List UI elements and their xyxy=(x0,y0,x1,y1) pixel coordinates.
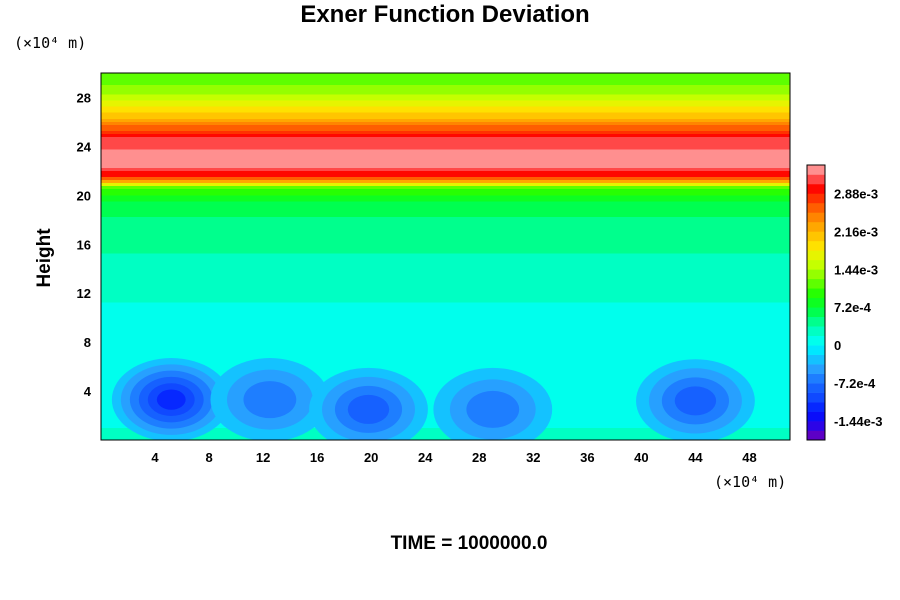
y-tick-label: 24 xyxy=(77,139,92,154)
x-tick-label: 36 xyxy=(580,450,594,465)
y-tick-label: 12 xyxy=(77,286,91,301)
colorbar-labels: 2.88e-3 2.16e-3 1.44e-3 7.2e-4 0 -7.2e-4 -1.44… xyxy=(834,186,882,429)
colorbar-segment xyxy=(807,373,825,384)
y-axis-label: Height xyxy=(34,228,55,288)
colorbar-segment xyxy=(807,402,825,412)
x-tick-label: 20 xyxy=(364,450,378,465)
colorbar-segment xyxy=(807,250,825,261)
colorbar-segment xyxy=(807,411,825,422)
colorbar-segment xyxy=(807,307,825,318)
colorbar-segment xyxy=(807,240,825,251)
y-tick-label: 4 xyxy=(84,384,92,399)
minimum-contour-5 xyxy=(636,359,755,440)
colorbar-segment xyxy=(807,231,825,242)
colorbar-label: 1.44e-3 xyxy=(834,262,878,277)
colorbar-segment xyxy=(807,392,825,403)
colorbar-segment xyxy=(807,345,825,355)
time-label: TIME = 1000000.0 xyxy=(391,533,548,554)
colorbar-segment xyxy=(807,212,825,223)
x-axis-unit: (×10⁴ m) xyxy=(714,473,786,491)
colorbar-segment xyxy=(807,421,825,431)
x-tick-label: 12 xyxy=(256,450,270,465)
x-tick-label: 28 xyxy=(472,450,486,465)
colorbar-label: 2.88e-3 xyxy=(834,186,878,201)
y-tick-label: 16 xyxy=(77,237,91,252)
x-tick-label: 4 xyxy=(151,450,159,465)
colorbar-segment xyxy=(807,364,825,374)
x-tick-label: 32 xyxy=(526,450,540,465)
colorbar-segment xyxy=(807,202,825,213)
colorbar-segment xyxy=(807,326,825,336)
colorbar-segment xyxy=(807,430,825,441)
y-tick-label: 20 xyxy=(77,188,91,203)
colorbar-label: -1.44e-3 xyxy=(834,414,882,429)
y-axis-ticks: 4 8 12 16 20 24 28 xyxy=(77,90,92,399)
colorbar-segment xyxy=(807,288,825,299)
minimum-contour-4 xyxy=(433,367,553,440)
colorbar-segment xyxy=(807,278,825,289)
colorbar-segment xyxy=(807,383,825,393)
colorbar-segment xyxy=(807,174,825,185)
x-tick-label: 48 xyxy=(742,450,756,465)
colorbar-segment xyxy=(807,165,825,175)
x-tick-label: 44 xyxy=(688,450,703,465)
colorbar-segment xyxy=(807,354,825,365)
colorbar-label: 7.2e-4 xyxy=(834,300,872,315)
x-axis-ticks: 4 8 12 16 20 24 28 32 36 40 44 48 xyxy=(151,450,756,465)
y-tick-label: 8 xyxy=(84,335,91,350)
colorbar-segment xyxy=(807,193,825,204)
plot-frame xyxy=(100,72,791,441)
x-tick-label: 16 xyxy=(310,450,324,465)
colorbar-segment xyxy=(807,297,825,308)
colorbar-frame xyxy=(806,164,826,441)
x-tick-label: 24 xyxy=(418,450,433,465)
y-axis-unit: (×10⁴ m) xyxy=(14,34,86,52)
minimum-contour-2 xyxy=(210,358,330,440)
colorbar-segment xyxy=(807,183,825,194)
contour-field xyxy=(101,73,790,440)
colorbar-label: 2.16e-3 xyxy=(834,224,878,239)
colorbar: 2.88e-3 2.16e-3 1.44e-3 7.2e-4 0 -7.2e-4 -1.44… xyxy=(806,164,882,441)
colorbar-segment xyxy=(807,316,825,327)
chart-title: Exner Function Deviation xyxy=(300,1,589,28)
colorbar-segment xyxy=(807,259,825,270)
colorbar-label: -7.2e-4 xyxy=(834,376,876,391)
y-tick-label: 28 xyxy=(77,90,91,105)
colorbar-segment xyxy=(807,269,825,280)
x-tick-label: 8 xyxy=(205,450,212,465)
minimum-contour-3 xyxy=(309,367,428,440)
colorbar-segment xyxy=(807,335,825,346)
x-tick-label: 40 xyxy=(634,450,648,465)
minimum-contour-1 xyxy=(111,358,231,440)
colorbar-segment xyxy=(807,221,825,232)
colorbar-scale xyxy=(807,165,825,441)
colorbar-label: 0 xyxy=(834,338,841,353)
